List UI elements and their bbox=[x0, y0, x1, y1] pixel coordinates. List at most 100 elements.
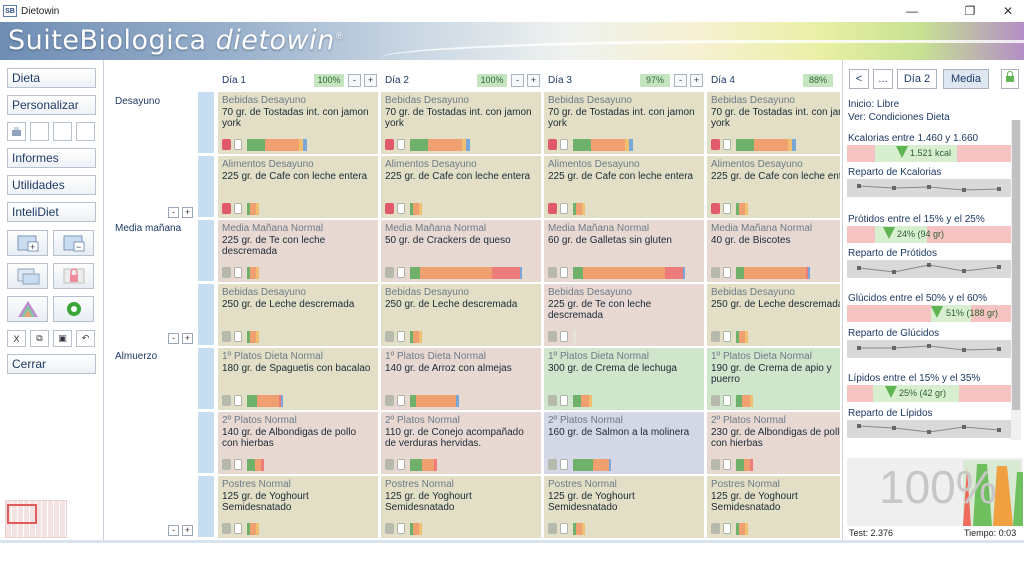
unlock-icon[interactable] bbox=[711, 395, 720, 406]
unlock-icon[interactable] bbox=[711, 523, 720, 534]
document-icon[interactable] bbox=[723, 267, 731, 278]
meal-cell[interactable]: 1º Platos Dieta Normal 190 gr. de Crema d… bbox=[707, 348, 840, 410]
meal-cell[interactable]: 1º Platos Dieta Normal 300 gr. de Crema d… bbox=[544, 348, 704, 410]
pyramid-icon[interactable] bbox=[7, 296, 48, 322]
unlock-icon[interactable] bbox=[222, 331, 231, 342]
unlock-icon[interactable] bbox=[385, 267, 394, 278]
day-selector[interactable]: Día 2 bbox=[897, 69, 937, 89]
unlock-icon[interactable] bbox=[548, 331, 557, 342]
row-strip[interactable] bbox=[198, 156, 214, 217]
meal-cell[interactable]: Bebidas Desayuno 70 gr. de Tostadas int. … bbox=[707, 92, 840, 154]
unlock-icon[interactable] bbox=[222, 395, 231, 406]
lock-icon[interactable] bbox=[385, 203, 394, 214]
unlock-icon[interactable] bbox=[548, 267, 557, 278]
day-plus-button[interactable]: + bbox=[364, 74, 377, 87]
document-icon[interactable] bbox=[397, 331, 405, 342]
row-strip[interactable] bbox=[198, 476, 214, 537]
minimize-button[interactable]: — bbox=[906, 4, 918, 18]
document-icon[interactable] bbox=[723, 331, 731, 342]
blank-tool-1[interactable] bbox=[30, 122, 49, 141]
row-strip[interactable] bbox=[198, 348, 214, 409]
meal-cell[interactable]: 2º Platos Normal 230 gr. de Albondigas de… bbox=[707, 412, 840, 474]
document-icon[interactable] bbox=[234, 267, 242, 278]
minimap[interactable] bbox=[5, 500, 67, 538]
day-plus-button[interactable]: + bbox=[527, 74, 540, 87]
row-strip[interactable] bbox=[198, 412, 214, 473]
meal-cell[interactable]: Media Mañana Normal 225 gr. de Te con lec… bbox=[218, 220, 378, 282]
lock-icon[interactable] bbox=[385, 139, 394, 150]
document-icon[interactable] bbox=[397, 139, 405, 150]
row-strip[interactable] bbox=[198, 92, 214, 153]
meal-cell[interactable]: Bebidas Desayuno 70 gr. de Tostadas int. … bbox=[544, 92, 704, 154]
meal-cell[interactable]: Media Mañana Normal 60 gr. de Galletas si… bbox=[544, 220, 704, 282]
informes-button[interactable]: Informes bbox=[7, 148, 96, 168]
close-button[interactable]: ✕ bbox=[1002, 4, 1014, 18]
cut-tool-button[interactable]: X bbox=[7, 330, 26, 347]
lock-icon[interactable] bbox=[711, 139, 720, 150]
right-scrollbar-thumb[interactable] bbox=[1012, 120, 1020, 410]
undo-tool-button[interactable]: ↶ bbox=[76, 330, 95, 347]
view-media-button[interactable]: Media bbox=[943, 69, 989, 89]
more-button[interactable]: ... bbox=[873, 69, 893, 89]
minimap-selection[interactable] bbox=[7, 504, 37, 524]
meal-cell[interactable]: Bebidas Desayuno 70 gr. de Tostadas int. … bbox=[218, 92, 378, 154]
document-icon[interactable] bbox=[560, 331, 568, 342]
document-icon[interactable] bbox=[234, 523, 242, 534]
document-icon[interactable] bbox=[723, 203, 731, 214]
unlock-icon[interactable] bbox=[222, 523, 231, 534]
document-icon[interactable] bbox=[234, 139, 242, 150]
blank-tool-3[interactable] bbox=[76, 122, 95, 141]
cerrar-button[interactable]: Cerrar bbox=[7, 354, 96, 374]
meal-cell[interactable]: 2º Platos Normal 140 gr. de Albondigas de… bbox=[218, 412, 378, 474]
utilidades-button[interactable]: Utilidades bbox=[7, 175, 96, 195]
unlock-icon[interactable] bbox=[385, 395, 394, 406]
document-icon[interactable] bbox=[723, 459, 731, 470]
unlock-icon[interactable] bbox=[548, 395, 557, 406]
meal-cell[interactable]: Alimentos Desayuno 225 gr. de Cafe con le… bbox=[381, 156, 541, 218]
meal-cell[interactable]: Postres Normal 125 gr. de Yoghourt Semide… bbox=[707, 476, 840, 538]
gear-icon[interactable] bbox=[53, 296, 94, 322]
meal-cell[interactable]: Alimentos Desayuno 225 gr. de Cafe con le… bbox=[707, 156, 840, 218]
document-icon[interactable] bbox=[234, 459, 242, 470]
unlock-icon[interactable] bbox=[385, 331, 394, 342]
unlock-icon[interactable] bbox=[385, 523, 394, 534]
lock-icon[interactable] bbox=[711, 203, 720, 214]
unlock-icon[interactable] bbox=[711, 459, 720, 470]
unlock-icon[interactable] bbox=[222, 267, 231, 278]
meal-plus-button[interactable]: + bbox=[182, 333, 193, 344]
document-icon[interactable] bbox=[397, 395, 405, 406]
unlock-icon[interactable] bbox=[385, 459, 394, 470]
meal-cell[interactable]: Alimentos Desayuno 225 gr. de Cafe con le… bbox=[218, 156, 378, 218]
document-icon[interactable] bbox=[397, 523, 405, 534]
lock-icon[interactable] bbox=[548, 203, 557, 214]
document-icon[interactable] bbox=[560, 459, 568, 470]
document-icon[interactable] bbox=[723, 523, 731, 534]
document-icon[interactable] bbox=[560, 395, 568, 406]
meal-cell[interactable]: Bebidas Desayuno 250 gr. de Leche descrem… bbox=[381, 284, 541, 346]
lock-icon[interactable] bbox=[53, 263, 94, 289]
unlock-icon[interactable] bbox=[711, 331, 720, 342]
meal-cell[interactable]: Media Mañana Normal 50 gr. de Crackers de… bbox=[381, 220, 541, 282]
meal-plus-button[interactable]: + bbox=[182, 525, 193, 536]
document-icon[interactable] bbox=[234, 203, 242, 214]
document-icon[interactable] bbox=[234, 395, 242, 406]
blank-tool-2[interactable] bbox=[53, 122, 72, 141]
document-icon[interactable] bbox=[560, 523, 568, 534]
add-row-icon[interactable]: + bbox=[7, 230, 48, 256]
document-icon[interactable] bbox=[397, 459, 405, 470]
meal-cell[interactable]: Postres Normal 125 gr. de Yoghourt Semide… bbox=[218, 476, 378, 538]
meal-cell[interactable]: 2º Platos Normal 160 gr. de Salmon a la m… bbox=[544, 412, 704, 474]
lock-icon[interactable] bbox=[222, 203, 231, 214]
meal-minus-button[interactable]: - bbox=[168, 333, 179, 344]
meal-cell[interactable]: Bebidas Desayuno 250 gr. de Leche descrem… bbox=[707, 284, 840, 346]
document-icon[interactable] bbox=[397, 203, 405, 214]
document-icon[interactable] bbox=[723, 395, 731, 406]
unlock-icon[interactable] bbox=[222, 459, 231, 470]
meal-cell[interactable]: Postres Normal 125 gr. de Yoghourt Semide… bbox=[544, 476, 704, 538]
unlock-icon[interactable] bbox=[711, 267, 720, 278]
meal-cell[interactable]: 2º Platos Normal 110 gr. de Conejo acompa… bbox=[381, 412, 541, 474]
meal-cell[interactable]: Postres Normal 125 gr. de Yoghourt Semide… bbox=[381, 476, 541, 538]
document-icon[interactable] bbox=[560, 267, 568, 278]
ver-label[interactable]: Ver: Condiciones Dieta bbox=[848, 112, 950, 123]
paste-tool-button[interactable]: ▣ bbox=[53, 330, 72, 347]
